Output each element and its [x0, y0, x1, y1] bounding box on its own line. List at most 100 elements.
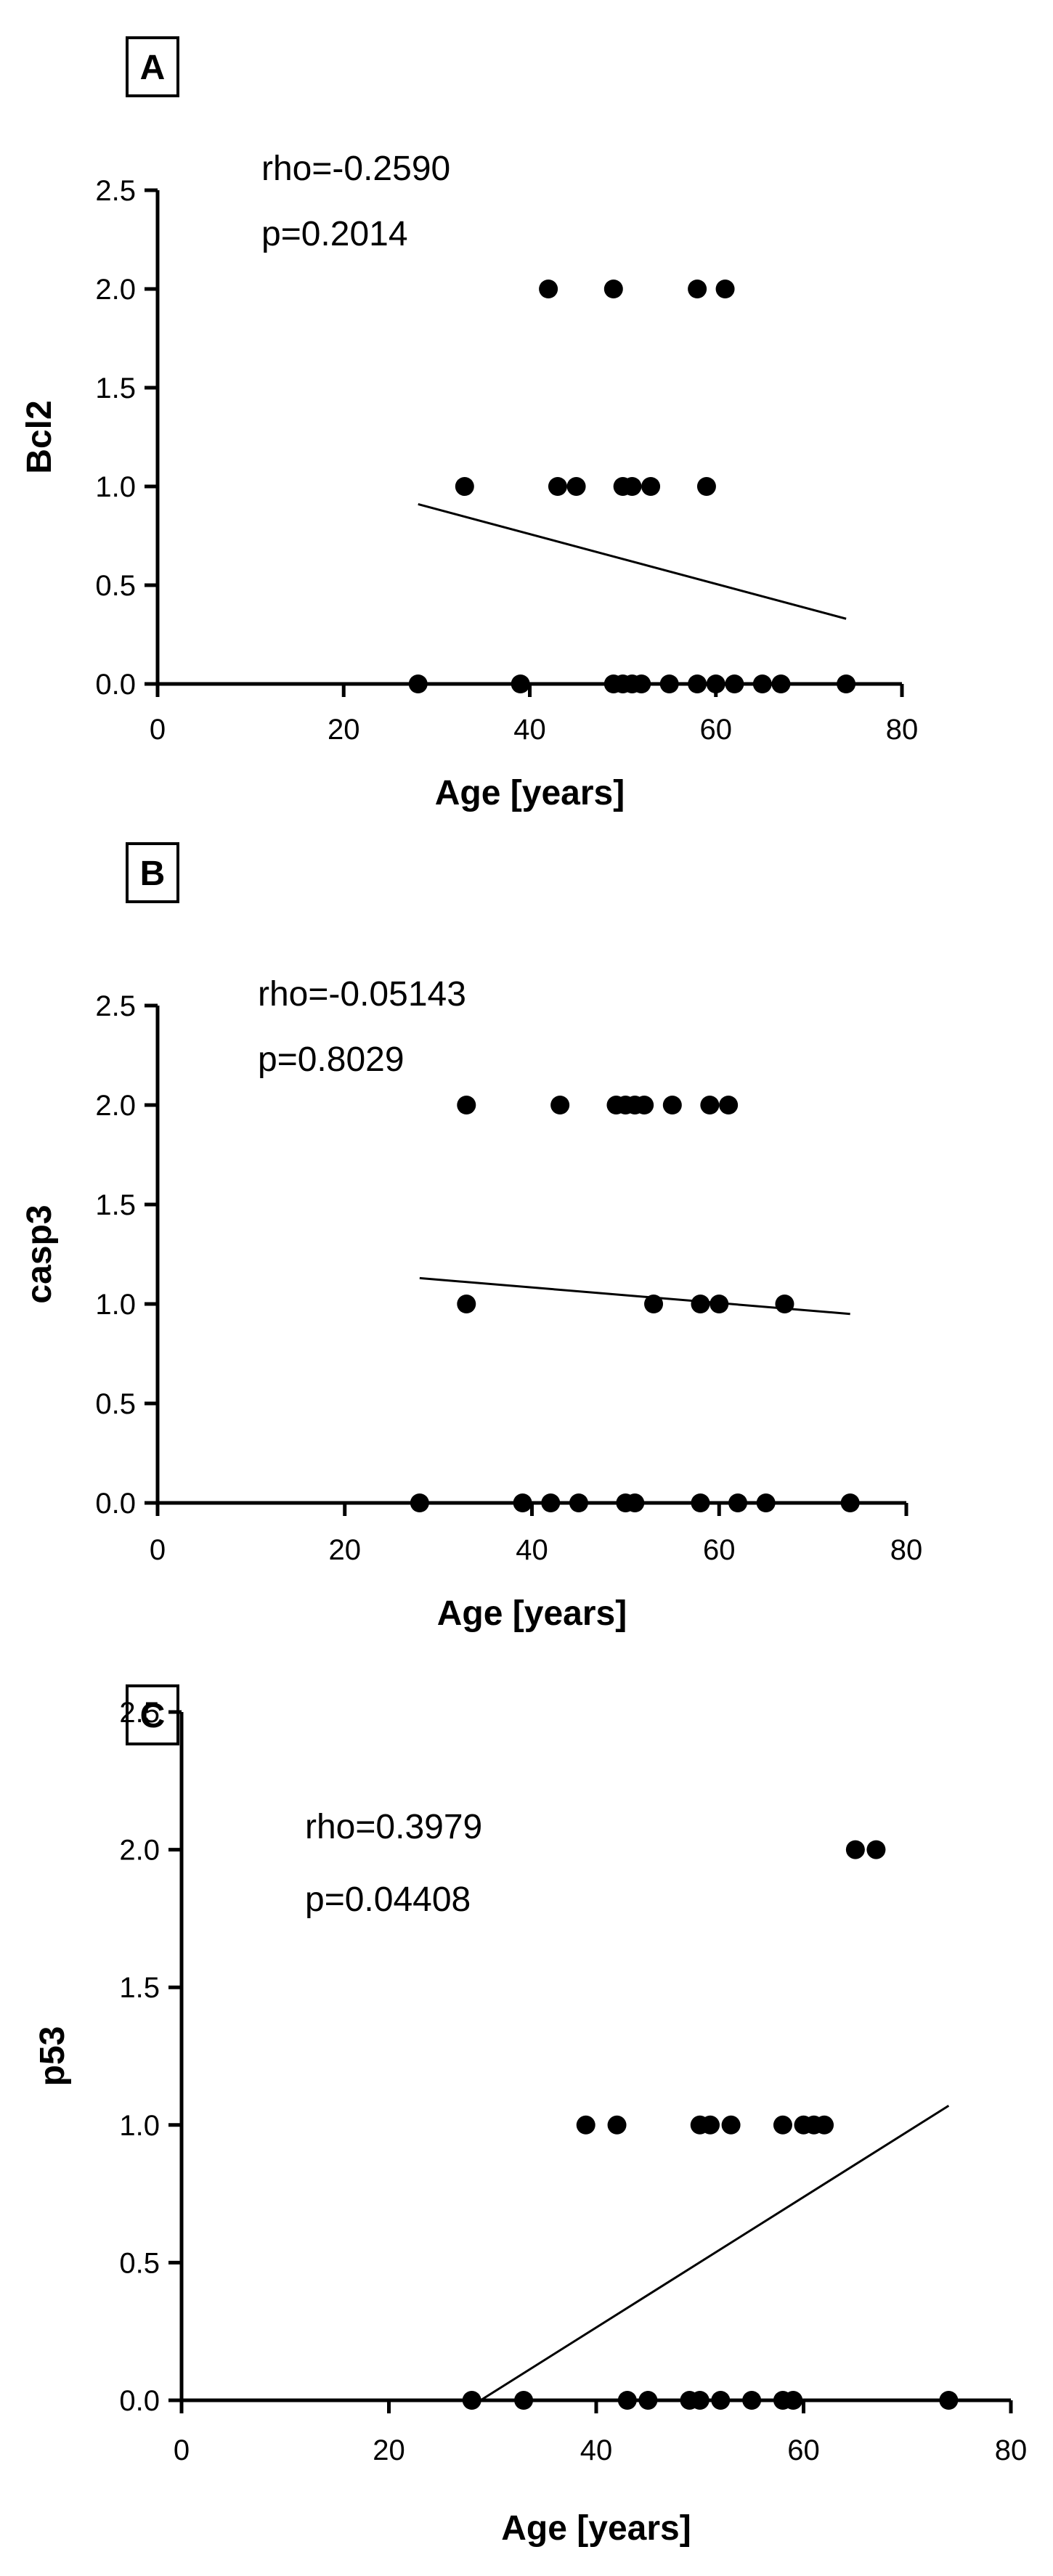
- panel-c-data-point: [742, 2391, 762, 2410]
- panel-a-y-tick-label: 1.0: [95, 471, 136, 503]
- panel-c-data-point: [866, 1840, 886, 1859]
- panel-c-data-point: [638, 2391, 658, 2410]
- panel-a-data-point: [603, 280, 623, 298]
- panel-c-y-tick-label: 2.5: [119, 1697, 160, 1729]
- panel-a-y-tick-label: 0.0: [95, 669, 136, 701]
- panel-c-y-tick-label: 2.0: [119, 1835, 160, 1867]
- panel-c-x-tick-label: 60: [787, 2434, 820, 2466]
- panel-b-data-point: [775, 1295, 794, 1313]
- panel-a-data-point: [725, 674, 744, 693]
- panel-b-y-tick-label: 0.0: [95, 1488, 136, 1520]
- panel-c-data-point: [939, 2391, 959, 2410]
- panel-a-y-axis-title: Bcl2: [20, 400, 59, 473]
- panel-c-data-point: [576, 2115, 595, 2135]
- panel-c-data-point: [721, 2115, 741, 2135]
- panel-b-data-point: [691, 1295, 710, 1313]
- panel-a-data-point: [539, 280, 558, 298]
- panel-b-data-point: [644, 1295, 664, 1313]
- panel-a-data-point: [706, 674, 725, 693]
- panel-b-data-point: [569, 1493, 588, 1512]
- panel-a-x-axis-title: Age [years]: [435, 774, 625, 812]
- panel-b-x-axis-title: Age [years]: [437, 1594, 627, 1633]
- panel-c-data-point: [617, 2391, 637, 2410]
- panel-c-y-tick-label: 1.5: [119, 1972, 160, 2004]
- panel-a-x-tick-label: 60: [700, 714, 733, 746]
- panel-c-x-tick-label: 80: [995, 2434, 1028, 2466]
- panel-a-data-point: [837, 674, 856, 693]
- panel-b-data-point: [457, 1096, 476, 1114]
- panel-b-data-point: [719, 1096, 739, 1114]
- panel-b-x-tick-label: 20: [329, 1534, 362, 1566]
- panel-a-data-point: [455, 477, 474, 496]
- panel-a-y-tick-label: 2.0: [95, 274, 136, 306]
- panel-a-data-point: [632, 674, 651, 693]
- panel-c-rho-annotation: rho=0.3979: [305, 1808, 482, 1846]
- panel-b-data-point: [662, 1096, 682, 1114]
- panel-b-label: B: [140, 855, 166, 893]
- panel-b-y-axis-title: casp3: [20, 1205, 59, 1303]
- panel-b-data-point: [550, 1096, 570, 1114]
- panel-c-data-point: [711, 2391, 731, 2410]
- panel-c-y-tick-label: 0.5: [119, 2247, 160, 2279]
- panel-a-data-point: [659, 674, 679, 693]
- panel-c-label-box: [126, 1684, 179, 1745]
- panel-b-data-point: [625, 1493, 645, 1512]
- panel-c-data-point: [773, 2115, 792, 2135]
- panel-b-p-annotation: p=0.8029: [258, 1040, 404, 1079]
- panel-a-data-point: [566, 477, 586, 496]
- panel-a-label: A: [140, 49, 166, 87]
- panel-c-label: C: [140, 1697, 166, 1735]
- panel-a-y-tick-label: 0.5: [95, 570, 136, 602]
- panel-b-rho-annotation: rho=-0.05143: [258, 975, 466, 1014]
- panel-a-p-annotation: p=0.2014: [261, 215, 408, 253]
- panel-a-label-box: [126, 36, 179, 97]
- panel-a-data-point: [408, 674, 428, 693]
- panel-a-x-tick-label: 80: [886, 714, 919, 746]
- panel-a-data-point: [696, 477, 716, 496]
- panel-c-x-tick-label: 20: [373, 2434, 405, 2466]
- panel-a-data-point: [688, 674, 707, 693]
- panel-b-data-point: [700, 1096, 720, 1114]
- panel-a-y-tick-label: 1.5: [95, 372, 136, 404]
- panel-b-data-point: [541, 1493, 561, 1512]
- panel-b-y-tick-label: 2.0: [95, 1090, 136, 1122]
- panel-b-data-point: [410, 1493, 429, 1512]
- panel-c-y-tick-label: 1.0: [119, 2110, 160, 2142]
- panel-b-data-point: [756, 1493, 776, 1512]
- panel-c-data-point: [845, 1840, 865, 1859]
- panel-c-data-point: [815, 2115, 834, 2135]
- panel-a-data-point: [752, 674, 772, 693]
- panel-b-data-point: [691, 1493, 710, 1512]
- panel-a-data-point: [715, 280, 735, 298]
- panel-c-data-point: [690, 2391, 710, 2410]
- panel-b-y-tick-label: 2.5: [95, 990, 136, 1022]
- panel-c-x-tick-label: 40: [580, 2434, 613, 2466]
- panel-a-rho-annotation: rho=-0.2590: [261, 150, 450, 188]
- panel-b-y-tick-label: 0.5: [95, 1388, 136, 1420]
- panel-b-x-tick-label: 80: [890, 1534, 923, 1566]
- panel-b-x-tick-label: 40: [516, 1534, 548, 1566]
- panel-b-y-tick-label: 1.5: [95, 1189, 136, 1221]
- panel-b-x-tick-label: 60: [703, 1534, 736, 1566]
- panel-a-x-tick-label: 0: [150, 714, 166, 746]
- panel-b-data-point: [840, 1493, 860, 1512]
- panel-b-data-point: [710, 1295, 729, 1313]
- panel-a-data-point: [622, 477, 642, 496]
- panel-b-data-point: [635, 1096, 654, 1114]
- panel-b-data-point: [513, 1493, 532, 1512]
- panel-a-data-point: [511, 674, 530, 693]
- panel-c-x-tick-label: 0: [174, 2434, 190, 2466]
- panel-b-data-point: [457, 1295, 476, 1313]
- panel-b-label-box: [126, 842, 179, 903]
- panel-a-data-point: [641, 477, 661, 496]
- panel-c-data-point: [784, 2391, 803, 2410]
- panel-a-data-point: [548, 477, 567, 496]
- panel-b-y-tick-label: 1.0: [95, 1289, 136, 1321]
- panel-c-regression-line: [471, 2104, 950, 2407]
- panel-a-y-tick-label: 2.5: [95, 175, 136, 207]
- panel-b-data-point: [728, 1493, 748, 1512]
- panel-c-y-axis-title: p53: [33, 2026, 72, 2087]
- panel-c-data-point: [462, 2391, 481, 2410]
- panel-c-data-point: [607, 2115, 627, 2135]
- panel-a-x-tick-label: 20: [328, 714, 360, 746]
